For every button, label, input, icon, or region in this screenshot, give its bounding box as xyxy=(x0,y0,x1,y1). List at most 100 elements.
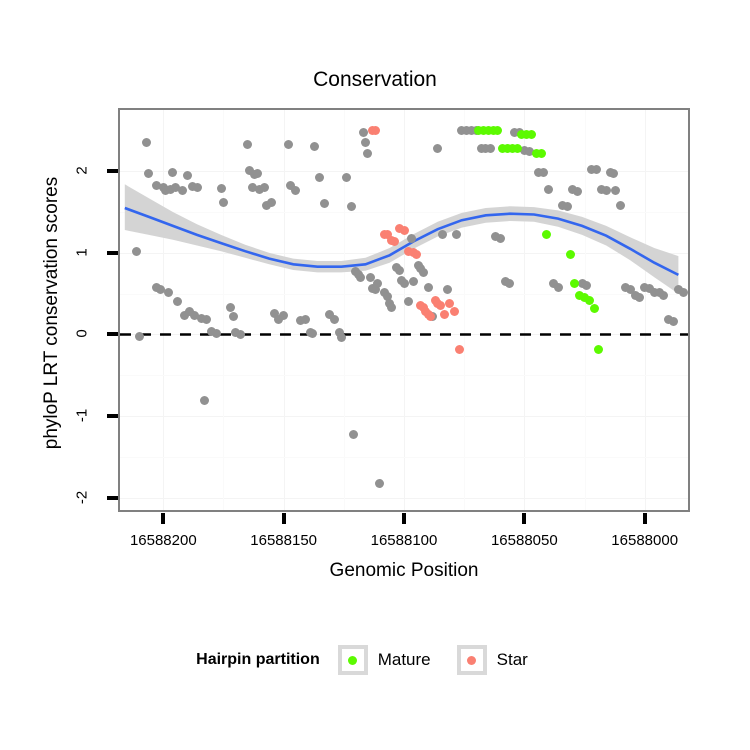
data-point-other xyxy=(616,201,626,210)
data-point-other xyxy=(457,125,467,135)
data-point-other xyxy=(433,143,443,153)
data-point-other xyxy=(269,308,279,318)
gridline-horizontal xyxy=(120,171,688,173)
data-point-star xyxy=(370,125,380,135)
data-point-other xyxy=(168,168,178,178)
data-point-other xyxy=(283,139,293,149)
data-point-star xyxy=(411,249,421,259)
data-point-mature xyxy=(493,125,503,135)
plot-area xyxy=(120,110,688,510)
data-point-other xyxy=(406,234,416,244)
data-point-other xyxy=(161,185,171,195)
data-point-star xyxy=(404,246,414,256)
data-point-other xyxy=(178,185,188,195)
confidence-band xyxy=(124,184,679,294)
data-point-other xyxy=(262,201,272,210)
gridline-vertical xyxy=(524,110,526,510)
data-point-other xyxy=(187,182,197,192)
data-point-other xyxy=(202,315,212,325)
data-point-mature xyxy=(527,129,537,139)
legend-key-box xyxy=(456,645,487,675)
data-point-mature xyxy=(536,148,546,158)
data-point-mature xyxy=(570,279,580,289)
data-point-other xyxy=(572,187,582,197)
data-point-other xyxy=(438,229,447,239)
data-point-other xyxy=(630,290,640,300)
zero-reference-line xyxy=(120,333,688,336)
data-point-other xyxy=(620,282,630,292)
data-point-other xyxy=(625,285,635,295)
data-point-other xyxy=(274,315,284,325)
data-point-star xyxy=(450,307,460,317)
data-point-mature xyxy=(478,125,488,135)
data-point-other xyxy=(558,201,568,210)
data-point-other xyxy=(334,327,344,337)
data-point-other xyxy=(310,142,320,152)
gridline-horizontal-minor xyxy=(120,212,688,214)
data-point-other xyxy=(669,316,679,326)
legend-item-star[interactable]: Star xyxy=(456,645,554,675)
data-point-other xyxy=(382,291,392,301)
data-point-other xyxy=(553,282,563,292)
data-point-other xyxy=(259,183,269,193)
x-tick-mark xyxy=(161,513,166,524)
data-point-other xyxy=(324,309,334,319)
data-point-other xyxy=(611,186,621,196)
legend-item-mature[interactable]: Mature xyxy=(337,645,457,675)
data-point-other xyxy=(567,184,577,194)
data-point-other xyxy=(649,287,659,297)
data-point-other xyxy=(216,183,226,193)
data-point-other xyxy=(563,201,573,211)
y-tick-mark xyxy=(107,495,118,500)
loess-smooth-curve xyxy=(124,184,679,294)
data-point-other xyxy=(218,197,228,207)
y-tick-mark xyxy=(107,250,118,255)
data-point-other xyxy=(505,279,515,289)
data-point-other xyxy=(199,396,209,406)
data-point-other xyxy=(375,479,385,489)
data-point-other xyxy=(132,246,142,256)
data-point-mature xyxy=(541,229,551,239)
data-point-other xyxy=(539,167,549,177)
data-point-mature xyxy=(507,143,517,153)
y-tick-label: -1 xyxy=(73,408,91,423)
data-point-other xyxy=(348,429,358,439)
data-point-other xyxy=(329,315,339,325)
data-point-other xyxy=(336,333,346,343)
data-point-mature xyxy=(512,143,522,153)
data-point-other xyxy=(510,127,520,137)
data-point-other xyxy=(134,331,144,341)
data-point-other xyxy=(404,297,414,307)
y-tick-mark xyxy=(107,169,118,174)
data-point-star xyxy=(399,225,409,235)
data-point-other xyxy=(365,272,375,282)
data-point-other xyxy=(673,285,683,295)
data-point-other xyxy=(452,229,462,239)
data-point-other xyxy=(226,303,236,313)
data-point-other xyxy=(577,278,587,288)
gridline-horizontal xyxy=(120,416,688,418)
data-point-other xyxy=(279,311,289,321)
legend-entries: Mature Star xyxy=(337,645,554,675)
data-point-other xyxy=(247,183,257,193)
data-point-other xyxy=(500,276,510,286)
data-point-other xyxy=(476,143,486,153)
data-point-other xyxy=(255,184,265,194)
data-point-other xyxy=(635,293,645,303)
data-point-other xyxy=(252,169,262,179)
gridline-vertical xyxy=(404,110,405,510)
data-point-other xyxy=(197,314,207,324)
x-axis-label: Genomic Position xyxy=(329,560,479,581)
data-point-other xyxy=(524,147,534,157)
data-point-other xyxy=(644,284,654,294)
y-tick-label: 1 xyxy=(73,248,91,257)
data-point-mature xyxy=(502,143,512,153)
gridline-horizontal-minor xyxy=(120,456,688,458)
smooth-line xyxy=(124,206,679,277)
data-point-other xyxy=(315,173,325,183)
data-point-other xyxy=(245,165,255,175)
data-point-other xyxy=(267,197,277,207)
data-point-other xyxy=(173,296,183,306)
y-tick-label: 0 xyxy=(73,329,91,339)
